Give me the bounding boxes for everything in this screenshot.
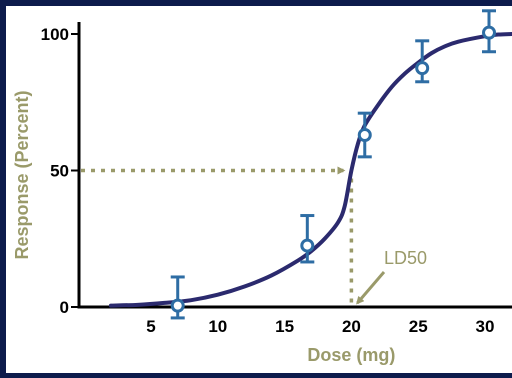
data-point (415, 61, 430, 76)
dose-response-chart: 0 50 100 5 10 15 20 25 30 Dose (mg) Response (Perc… (12, 9, 512, 365)
x-tick-label: 20 (342, 317, 361, 336)
x-tick-label: 30 (476, 317, 495, 336)
y-tick-label: 100 (41, 25, 69, 44)
data-point (170, 298, 185, 313)
data-point (482, 25, 497, 40)
data-point (357, 128, 372, 143)
chart-panel: 0 50 100 5 10 15 20 25 30 Dose (mg) Response (Perc… (6, 6, 512, 373)
x-tick-label: 15 (275, 317, 294, 336)
y-tick-label: 0 (60, 298, 69, 317)
x-tick-label: 10 (208, 317, 227, 336)
y-tick-label: 50 (50, 162, 69, 181)
data-point (300, 238, 315, 253)
x-tick-label: 5 (146, 317, 155, 336)
x-tick-label: 25 (409, 317, 428, 336)
fitted-curve (108, 32, 512, 308)
ld50-label: LD50 (384, 248, 427, 268)
y-axis-title: Response (Percent) (12, 90, 32, 259)
ld50-pointer-arrow (356, 271, 386, 305)
x-axis-title: Dose (mg) (307, 345, 395, 365)
